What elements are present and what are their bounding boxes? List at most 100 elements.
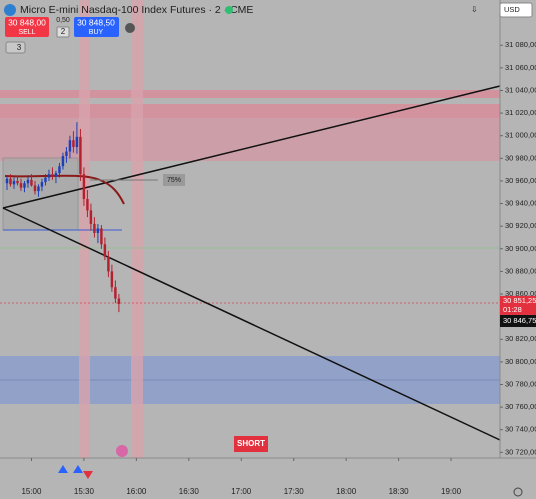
candle-body	[23, 183, 26, 188]
candle-body	[65, 151, 68, 157]
y-tick-label: 30 820,00	[505, 334, 536, 343]
candle-body	[19, 183, 23, 188]
candle-body	[61, 156, 65, 167]
buy-price: 30 848,50	[77, 17, 115, 27]
candle-body	[5, 178, 9, 184]
y-tick-label: 30 760,00	[505, 402, 536, 411]
candles	[5, 122, 121, 313]
x-tick-label: 18:00	[336, 487, 357, 496]
buy-button[interactable]	[74, 17, 119, 37]
indicators-count: 3	[17, 43, 22, 52]
y-tick-label: 30 900,00	[505, 244, 536, 253]
y-tick-label: 31 040,00	[505, 85, 536, 94]
candle-body	[26, 179, 30, 184]
candle-body	[51, 174, 54, 177]
x-tick-label: 19:00	[441, 487, 462, 496]
quantity: 2	[61, 27, 66, 36]
candle-body	[68, 140, 72, 152]
resistance-zone	[0, 118, 500, 161]
y-tick-label: 30 880,00	[505, 266, 536, 275]
info-icon[interactable]	[125, 23, 135, 33]
y-tick-label: 30 780,00	[505, 379, 536, 388]
session-band	[131, 0, 143, 458]
y-tick-label: 30 940,00	[505, 199, 536, 208]
candle-body	[117, 298, 121, 304]
signal-up	[73, 465, 83, 473]
chart-title: Micro E-mini Nasdaq-100 Index Futures · …	[20, 4, 253, 16]
x-tick-label: 16:00	[126, 487, 147, 496]
candle-body	[96, 228, 100, 233]
toolbar-icon[interactable]: ⇩	[471, 5, 478, 14]
y-tick-label: 31 000,00	[505, 131, 536, 140]
y-tick-label: 30 860,00	[505, 289, 536, 298]
candle-body	[37, 186, 40, 192]
y-tick-label: 30 740,00	[505, 425, 536, 434]
candle-body	[58, 166, 61, 174]
x-tick-label: 17:00	[231, 487, 252, 496]
resistance-zone	[0, 90, 500, 98]
candle-body	[44, 177, 47, 183]
percent-tag	[163, 174, 185, 186]
x-tick-label: 17:30	[284, 487, 305, 496]
candle-body	[93, 223, 96, 233]
candle-body	[33, 185, 37, 192]
short-badge	[234, 436, 268, 452]
x-tick-label: 15:30	[74, 487, 95, 496]
candle-body	[9, 178, 12, 185]
last-price-label: 30 851,25	[503, 296, 536, 305]
x-tick-label: 16:30	[179, 487, 200, 496]
y-tick-label: 30 980,00	[505, 153, 536, 162]
candle-body	[79, 136, 82, 175]
bid-price-tag	[500, 315, 536, 328]
symbol-logo	[4, 4, 16, 16]
session-band	[79, 0, 90, 458]
candle-body	[12, 180, 16, 185]
candle-body	[30, 179, 33, 186]
short-label: SHORT	[237, 439, 265, 448]
x-tick-label: 15:00	[21, 487, 42, 496]
currency-select[interactable]	[499, 2, 533, 18]
spread: 0,50	[56, 17, 70, 24]
candle-body	[114, 287, 117, 299]
signal-down	[83, 471, 93, 479]
candle-body	[89, 210, 93, 224]
candle-body	[40, 182, 44, 187]
y-tick-label: 31 060,00	[505, 63, 536, 72]
signal-up	[58, 465, 68, 473]
last-price-tag	[500, 295, 536, 315]
event-icon	[116, 445, 128, 457]
trend-line	[2, 85, 501, 209]
sell-button[interactable]	[5, 17, 49, 37]
y-tick-label: 30 800,00	[505, 357, 536, 366]
candle-body	[103, 244, 107, 257]
y-tick-label: 30 960,00	[505, 176, 536, 185]
x-tick-label: 18:30	[389, 487, 410, 496]
candle-body	[54, 173, 58, 177]
time-axis: 15:00 15:30 16:00 16:30 17:00 17:30 18:00 18:30…	[21, 458, 462, 496]
candle-body	[110, 271, 114, 288]
currency: USD	[504, 5, 520, 14]
candle-body	[86, 199, 89, 211]
y-tick-label: 30 720,00	[505, 447, 536, 456]
bid-price-label: 30 846,75	[503, 316, 536, 325]
buy-label: BUY	[89, 29, 104, 36]
candle-body	[100, 228, 103, 245]
countdown: 01:28	[503, 305, 522, 314]
y-tick-label: 31 080,00	[505, 40, 536, 49]
range-box	[2, 157, 79, 231]
plot-area: 75% SHORT	[0, 0, 501, 479]
candle-body	[82, 174, 86, 200]
candle-body	[107, 256, 110, 272]
indicators-toggle[interactable]	[5, 41, 26, 54]
candle-body	[47, 174, 51, 178]
settings-icon[interactable]	[513, 487, 523, 497]
resistance-zone	[0, 104, 500, 118]
price-axis: 31 080,00 31 060,00 31 040,00 31 020,00 31 0…	[500, 40, 536, 456]
trend-line	[2, 207, 501, 441]
y-tick-label: 30 920,00	[505, 221, 536, 230]
sell-label: SELL	[18, 29, 35, 36]
quantity-box[interactable]	[56, 26, 70, 38]
candle-body	[72, 140, 75, 148]
candle-body	[16, 180, 19, 184]
